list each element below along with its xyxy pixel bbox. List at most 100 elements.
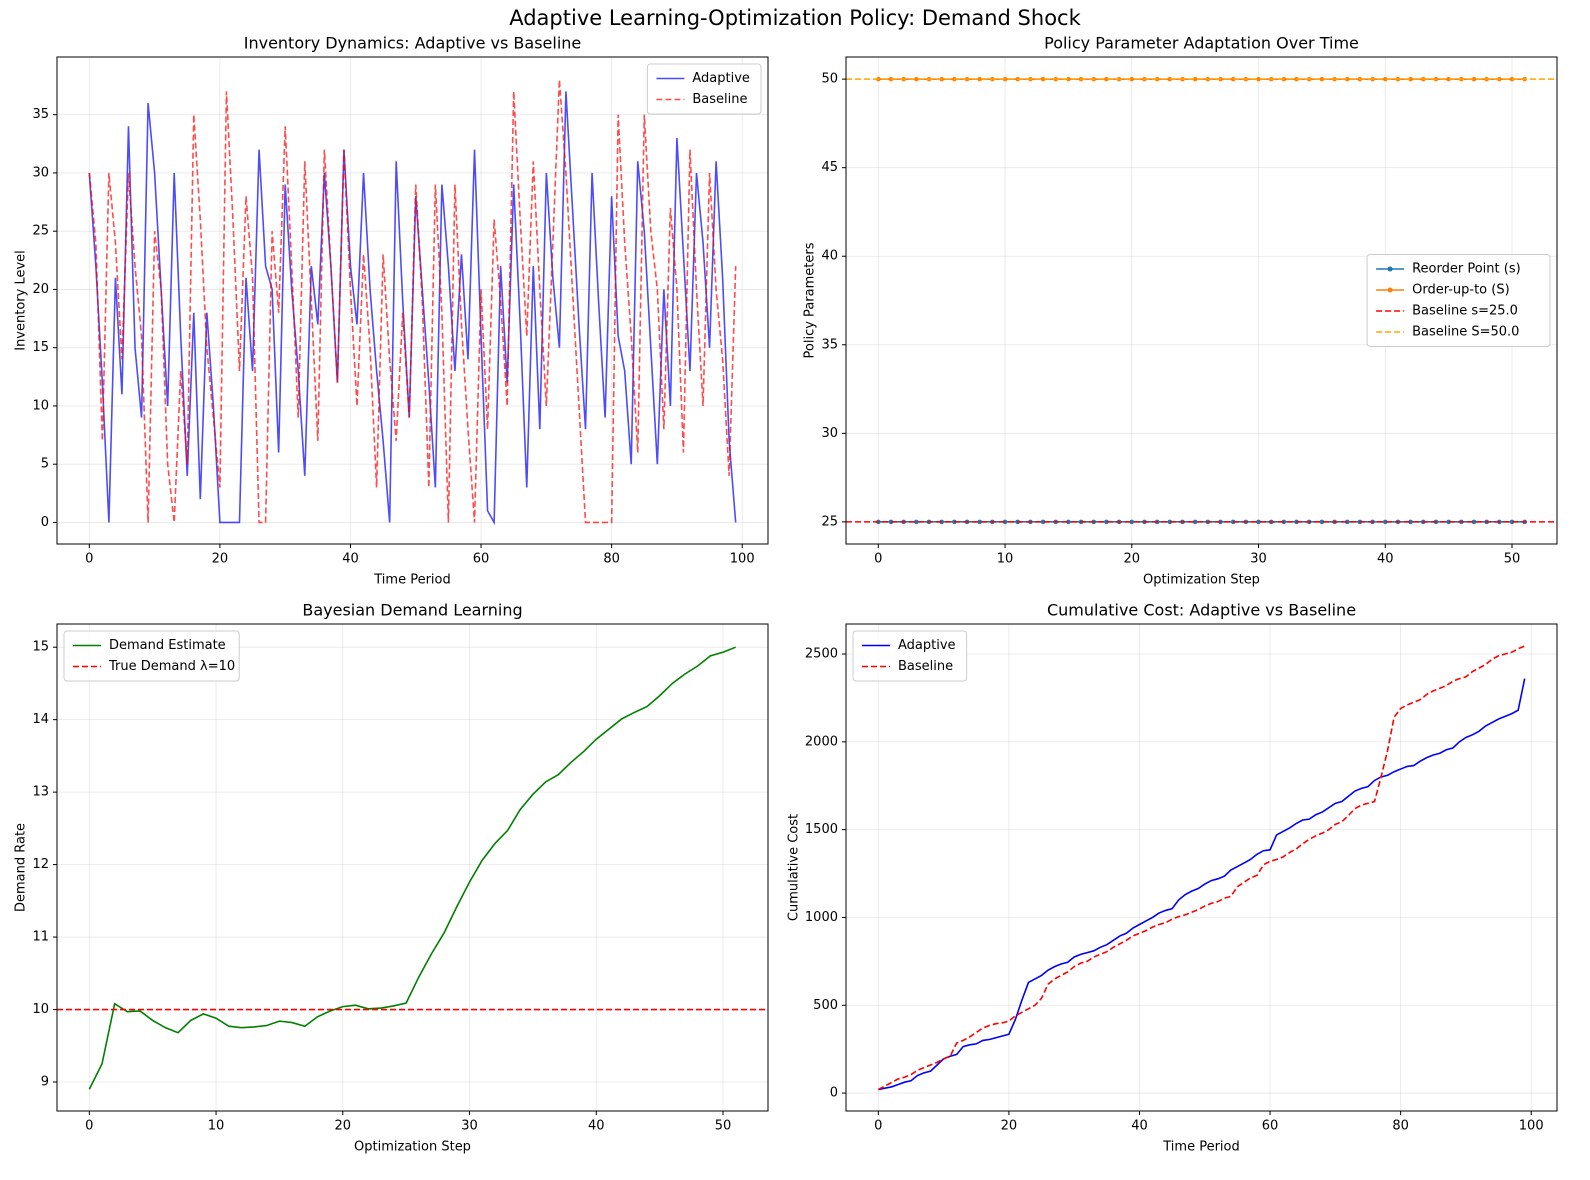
y-tick-label: 25: [32, 224, 49, 239]
x-axis-label: Optimization Step: [354, 1140, 471, 1155]
legend: Demand Estimate True Demand λ=10: [63, 630, 240, 682]
series-marker: [888, 519, 894, 525]
legend-label: Demand Estimate: [109, 638, 226, 653]
series-marker: [914, 519, 919, 525]
legend-marker: [1387, 287, 1393, 293]
series-marker: [888, 76, 894, 82]
y-tick-label: 35: [32, 107, 49, 122]
axes-frame: [845, 56, 1558, 545]
x-tick-label: 60: [1262, 1119, 1279, 1134]
series-line: [88, 79, 737, 524]
x-tick-label: 30: [1250, 552, 1267, 567]
x-tick-label: 10: [208, 1119, 225, 1134]
axes-frame: [56, 623, 769, 1112]
y-tick-label: 15: [32, 640, 49, 655]
x-tick-label: 50: [715, 1119, 732, 1134]
plot-area: [846, 624, 1557, 1111]
plot-area: [57, 624, 768, 1111]
series-marker: [1129, 519, 1135, 525]
x-axis-label: Time Period: [373, 573, 450, 588]
legend-box: [646, 63, 762, 115]
series-marker: [1382, 519, 1388, 525]
legend-label: Order-up-to (S): [1412, 283, 1510, 298]
x-tick-label: 40: [588, 1119, 605, 1134]
series-marker: [1408, 519, 1413, 525]
axes-frame: [845, 623, 1558, 1112]
series-line: [878, 678, 1526, 1091]
series-marker: [1344, 519, 1350, 525]
y-tick-label: 10: [32, 1002, 49, 1017]
x-tick-label: 80: [603, 552, 620, 567]
y-tick-label: 30: [32, 165, 49, 180]
legend-label: Adaptive: [898, 638, 956, 653]
y-tick-label: 13: [32, 785, 49, 800]
legend-box: [852, 630, 968, 682]
legend-label: Baseline s=25.0: [1412, 304, 1518, 319]
series-marker: [1002, 76, 1008, 82]
series-marker: [1167, 519, 1173, 525]
x-tick-label: 30: [461, 1119, 478, 1134]
series-line: [877, 645, 1525, 1091]
x-tick-label: 40: [342, 552, 359, 567]
y-tick-label: 30: [821, 426, 838, 441]
y-tick-label: 2000: [805, 734, 838, 749]
series-marker: [1002, 519, 1008, 525]
x-tick-label: 80: [1392, 1119, 1409, 1134]
series-marker: [1256, 519, 1261, 525]
legend-label: Baseline S=50.0: [1412, 325, 1519, 340]
legend: Adaptive Baseline: [646, 63, 762, 115]
y-tick-label: 12: [32, 857, 49, 872]
subplot: 9 10 11 12 13 14 15 0 10 20 30 40 50 Bayesian Demand …: [14, 601, 769, 1155]
series-marker: [1192, 76, 1198, 82]
series-marker: [1066, 76, 1071, 82]
legend-label: Reorder Point (s): [1412, 262, 1521, 277]
series-marker: [1471, 76, 1477, 82]
x-tick-label: 10: [997, 552, 1014, 567]
x-tick-label: 0: [874, 552, 882, 567]
plot-lines: [88, 79, 737, 526]
series-marker: [1066, 519, 1071, 525]
series-marker: [1104, 519, 1109, 525]
series-marker: [1408, 76, 1413, 82]
x-tick-label: 20: [1124, 552, 1141, 567]
figure-title: Adaptive Learning-Optimization Policy: D…: [509, 6, 1081, 30]
x-tick-label: 0: [874, 1119, 882, 1134]
series-marker: [1129, 76, 1135, 82]
series-marker: [1446, 76, 1451, 82]
y-axis-label: Cumulative Cost: [787, 814, 802, 921]
y-tick-label: 1000: [805, 910, 838, 925]
y-tick-label: 0: [830, 1086, 838, 1101]
x-tick-label: 20: [335, 1119, 352, 1134]
legend: Adaptive Baseline: [852, 630, 968, 682]
legend-marker: [1387, 266, 1393, 272]
subplot-title: Inventory Dynamics: Adaptive vs Baseline: [244, 34, 582, 53]
series-marker: [1256, 76, 1261, 82]
x-axis-label: Time Period: [1162, 1140, 1239, 1155]
legend-label: Adaptive: [692, 71, 750, 86]
y-tick-label: 45: [821, 160, 838, 175]
y-tick-label: 50: [821, 72, 838, 87]
y-tick-label: 40: [821, 249, 838, 264]
subplot-title: Bayesian Demand Learning: [302, 601, 522, 620]
y-tick-label: 0: [41, 515, 49, 530]
axes-frame: [56, 56, 769, 545]
x-tick-label: 20: [1001, 1119, 1018, 1134]
legend: Reorder Point (s) Order-up-to (S) Baseline…: [1366, 254, 1551, 347]
series-marker: [1040, 519, 1046, 525]
y-tick-label: 11: [32, 930, 49, 945]
y-tick-label: 14: [32, 712, 49, 727]
y-axis-label: Inventory Level: [14, 250, 29, 351]
series-marker: [1382, 76, 1388, 82]
series-marker: [1104, 76, 1109, 82]
series-marker: [1192, 519, 1198, 525]
subplot-title: Cumulative Cost: Adaptive vs Baseline: [1047, 601, 1356, 620]
x-tick-label: 0: [85, 1119, 93, 1134]
x-tick-label: 40: [1131, 1119, 1148, 1134]
y-tick-label: 500: [813, 998, 838, 1013]
y-tick-label: 2500: [805, 647, 838, 662]
series-marker: [977, 519, 983, 525]
legend-label: Baseline: [692, 92, 747, 107]
y-tick-label: 20: [32, 282, 49, 297]
series-marker: [914, 76, 919, 82]
